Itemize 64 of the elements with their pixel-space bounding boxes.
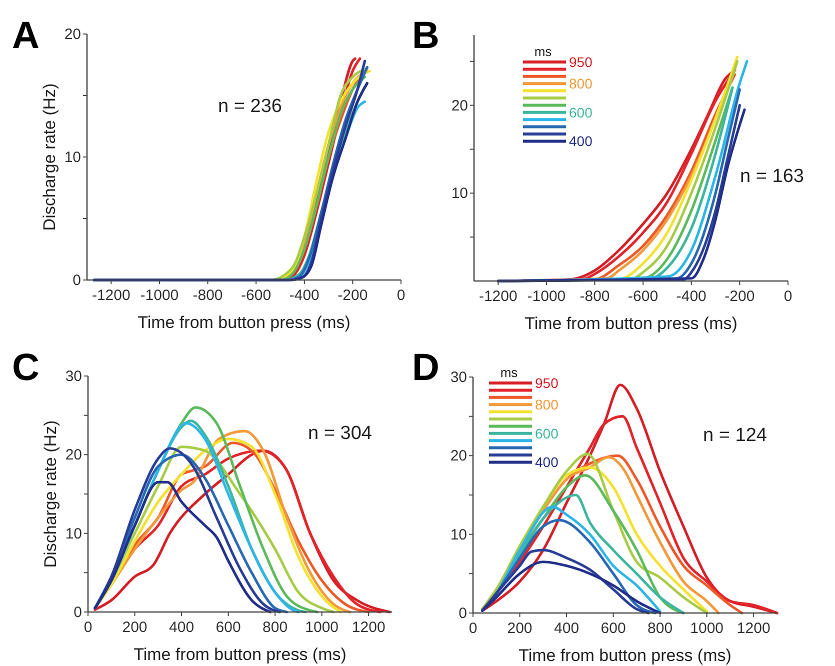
chart-title: C — [12, 347, 40, 389]
x-tick-label: 800 — [648, 620, 673, 637]
y-tick-label: 20 — [451, 97, 468, 114]
x-tick-label: -400 — [289, 287, 320, 304]
x-tick-label: -400 — [676, 288, 706, 305]
text: 800 — [535, 396, 559, 413]
y-tick-label: 10 — [65, 525, 82, 542]
text: 800 — [569, 76, 593, 92]
x-axis-title: Time from button press (ms) — [138, 313, 350, 332]
x-tick-label: 1000 — [690, 620, 724, 637]
annotation: n = 163 — [740, 166, 804, 187]
x-tick-label: 0 — [84, 619, 92, 636]
x-axis-title: Time from button press (ms) — [134, 645, 346, 664]
y-tick-label: 20 — [65, 446, 82, 464]
annotation: n = 304 — [308, 423, 372, 444]
x-tick-label: 1200 — [352, 619, 386, 636]
x-tick-label: -1200 — [92, 287, 130, 304]
chart-title: D — [412, 347, 440, 389]
y-tick-label: 0 — [74, 604, 82, 621]
x-tick-label: 600 — [600, 620, 626, 637]
x-tick-label: 400 — [169, 619, 194, 636]
x-tick-label: 400 — [554, 620, 580, 637]
x-tick-label: 200 — [122, 619, 148, 636]
x-tick-label: -800 — [192, 287, 223, 304]
x-tick-label: -800 — [580, 288, 610, 305]
x-tick-label: -1000 — [527, 288, 566, 305]
x-tick-label: 200 — [507, 620, 532, 637]
x-tick-label: 1200 — [736, 620, 770, 637]
text: 600 — [569, 104, 593, 120]
x-tick-label: -1200 — [478, 288, 518, 305]
x-tick-label: 0 — [396, 287, 406, 304]
x-tick-label: -200 — [724, 288, 755, 305]
x-tick-label: 0 — [784, 288, 792, 305]
chart-title: A — [12, 15, 40, 57]
x-tick-label: 800 — [262, 619, 288, 636]
y-tick-label: 30 — [65, 368, 82, 385]
y-tick-label: 10 — [450, 526, 467, 544]
text: 600 — [535, 425, 559, 442]
y-tick-label: 10 — [451, 185, 468, 202]
y-tick-label: 0 — [72, 272, 81, 289]
annotation: n = 236 — [218, 96, 282, 117]
y-tick-label: 20 — [64, 26, 81, 43]
x-axis-title: Time from button press (ms) — [524, 314, 738, 333]
x-tick-label: 600 — [216, 619, 241, 636]
x-axis-title: Time from button press (ms) — [518, 646, 732, 665]
y-axis-title: Discharge rate (Hz) — [41, 420, 60, 568]
legend-title: ms — [500, 365, 518, 380]
chart-title: B — [412, 15, 440, 57]
legend-label: 400 — [569, 133, 593, 150]
legend-label: 950 — [535, 375, 559, 391]
x-tick-label: -600 — [241, 287, 272, 304]
x-tick-label: 1000 — [305, 619, 339, 636]
x-tick-label: -600 — [628, 288, 658, 305]
y-tick-label: 0 — [458, 605, 467, 622]
y-tick-label: 30 — [450, 369, 467, 386]
legend-label: 400 — [535, 454, 559, 470]
x-tick-label: -200 — [338, 287, 368, 304]
y-tick-label: 20 — [450, 448, 467, 465]
x-tick-label: -1000 — [140, 287, 179, 304]
y-axis-title: Discharge rate (Hz) — [40, 83, 59, 231]
legend-title: ms — [534, 44, 552, 59]
legend-label: 950 — [569, 54, 593, 70]
y-tick-label: 10 — [64, 149, 81, 166]
annotation: n = 124 — [703, 425, 768, 446]
